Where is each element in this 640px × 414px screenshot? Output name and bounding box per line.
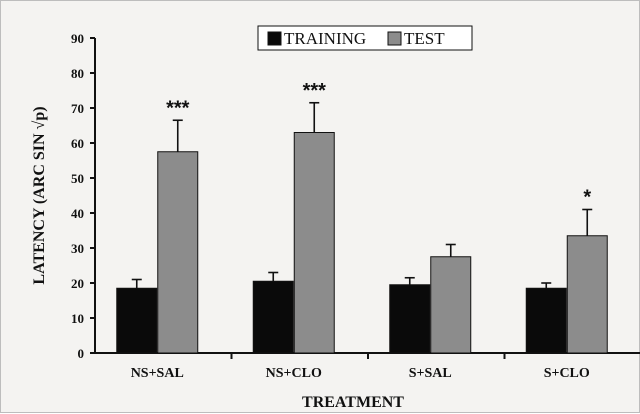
significance-label: *** xyxy=(166,97,190,119)
x-axis-title: TREATMENT xyxy=(302,394,404,411)
training-bar xyxy=(390,285,430,353)
x-category-label: NS+SAL xyxy=(131,366,184,381)
training-bar xyxy=(117,288,157,353)
y-tick-label: 50 xyxy=(71,171,84,186)
y-tick-label: 60 xyxy=(71,136,84,151)
significance-label: * xyxy=(583,187,591,209)
x-category-label: NS+CLO xyxy=(266,366,322,381)
test-bar xyxy=(567,236,607,353)
y-tick-label: 30 xyxy=(71,241,84,256)
x-category-label: S+SAL xyxy=(409,366,452,381)
y-tick-label: 20 xyxy=(71,276,84,291)
legend-swatch xyxy=(268,32,281,45)
y-tick-label: 70 xyxy=(71,101,84,116)
y-axis-title: LATENCY (ARC SIN √p) xyxy=(31,106,48,284)
y-tick-label: 90 xyxy=(71,31,84,46)
significance-label: *** xyxy=(303,80,327,102)
test-bar xyxy=(158,152,198,353)
training-bar xyxy=(526,288,566,353)
test-bar xyxy=(431,257,471,353)
legend-label: TEST xyxy=(404,29,445,48)
y-tick-label: 40 xyxy=(71,206,84,221)
y-tick-label: 80 xyxy=(71,66,84,81)
legend-swatch xyxy=(388,32,401,45)
legend-label: TRAINING xyxy=(284,29,366,48)
x-category-label: S+CLO xyxy=(544,366,590,381)
y-tick-label: 0 xyxy=(78,346,85,361)
y-tick-label: 10 xyxy=(71,311,84,326)
training-bar xyxy=(253,281,293,353)
test-bar xyxy=(294,133,334,354)
